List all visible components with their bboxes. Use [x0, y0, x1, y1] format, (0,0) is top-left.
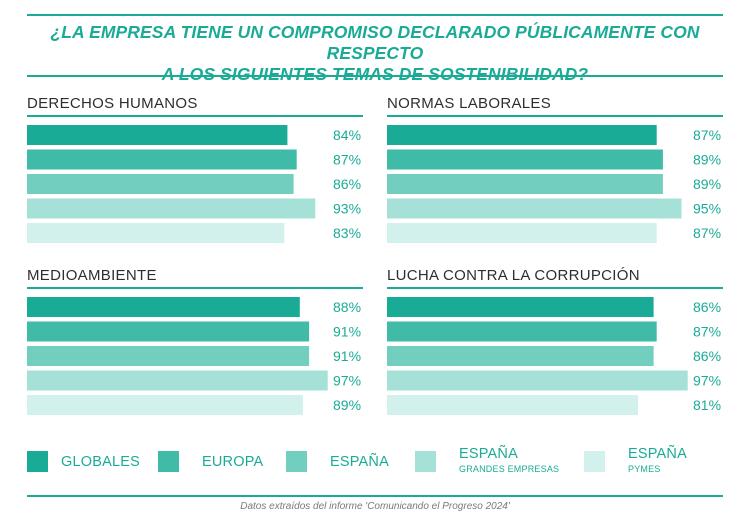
- bar-value-label-3: 86%: [693, 348, 721, 364]
- footer-rule: [27, 495, 723, 497]
- panel-rule: [387, 287, 723, 289]
- chart-title: ¿LA EMPRESA TIENE UN COMPROMISO DECLARAD…: [27, 22, 723, 85]
- panel-title: NORMAS LABORALES: [387, 95, 552, 112]
- legend-label-europa: EUROPA: [202, 454, 264, 470]
- bar-value-label-3: 89%: [693, 176, 721, 192]
- panel-medioambiente: MEDIOAMBIENTE 88% 91% 91% 97% 89%: [27, 267, 367, 427]
- bar-value-label-1: 84%: [333, 127, 361, 143]
- bar-3: [27, 174, 294, 194]
- title-bottom-rule: [27, 75, 723, 77]
- bar-value-label-5: 83%: [333, 225, 361, 241]
- bar-value-label-4: 97%: [693, 373, 721, 389]
- panel-normas-laborales: NORMAS LABORALES 87% 89% 89% 95% 87%: [387, 95, 727, 255]
- panel-rule: [27, 287, 363, 289]
- bar-value-label-5: 89%: [333, 397, 361, 413]
- top-rule: [27, 14, 723, 16]
- bar-value-label-4: 97%: [333, 373, 361, 389]
- panel-rule: [387, 115, 723, 117]
- panel-derechos-humanos: DERECHOS HUMANOS 84% 87% 86% 93% 83%: [27, 95, 367, 255]
- bar-value-label-5: 81%: [693, 397, 721, 413]
- footer-source-note: Datos extraídos del informe 'Comunicando…: [240, 501, 510, 512]
- legend-sublabel-grandes-empresas: GRANDES EMPRESAS: [459, 464, 560, 474]
- legend-swatch-espana-grandes-empresas: [415, 451, 436, 472]
- legend-sublabel-pymes: PYMES: [628, 464, 661, 474]
- bar-value-label-4: 93%: [333, 201, 361, 217]
- bar-2: [387, 321, 657, 342]
- bar-1: [387, 297, 654, 317]
- legend-swatch-espana-pymes: [584, 451, 605, 472]
- bar-1: [387, 125, 657, 145]
- bar-chart-derechos-humanos: 84% 87% 86% 93% 83%: [27, 125, 361, 243]
- bar-4: [387, 198, 682, 219]
- bar-value-label-1: 86%: [693, 299, 721, 315]
- bar-5: [387, 223, 657, 243]
- bar-2: [27, 149, 297, 170]
- bar-value-label-2: 87%: [333, 152, 361, 168]
- legend-swatch-europa: [158, 451, 179, 472]
- panel-title: DERECHOS HUMANOS: [27, 95, 198, 112]
- bar-3: [387, 174, 663, 194]
- bar-value-label-5: 87%: [693, 225, 721, 241]
- panel-title: LUCHA CONTRA LA CORRUPCIÓN: [387, 267, 640, 284]
- bar-value-label-3: 91%: [333, 348, 361, 364]
- bar-value-label-1: 87%: [693, 127, 721, 143]
- bar-chart-lucha-contra-la-corrupcion: 86% 87% 86% 97% 81%: [387, 297, 721, 415]
- legend-swatch-espana: [286, 451, 307, 472]
- bar-3: [27, 346, 310, 366]
- bar-chart-normas-laborales: 87% 89% 89% 95% 87%: [387, 125, 721, 243]
- bar-4: [27, 198, 316, 219]
- bar-value-label-2: 89%: [693, 152, 721, 168]
- bar-value-label-1: 88%: [333, 299, 361, 315]
- bar-5: [27, 223, 285, 243]
- bar-value-label-2: 87%: [693, 324, 721, 340]
- bar-1: [27, 297, 300, 317]
- legend-label-espana-pymes: ESPAÑA: [628, 446, 687, 462]
- bar-value-label-4: 95%: [693, 201, 721, 217]
- panel-lucha-contra-la-corrupcion: LUCHA CONTRA LA CORRUPCIÓN 86% 87% 86% 97% 8…: [387, 267, 727, 427]
- legend-label-espana-grandes: ESPAÑA: [459, 446, 518, 462]
- bar-value-label-3: 86%: [333, 176, 361, 192]
- panel-rule: [27, 115, 363, 117]
- chart-title-line-1: ¿LA EMPRESA TIENE UN COMPROMISO DECLARAD…: [50, 22, 700, 63]
- legend-label-globales: GLOBALES: [61, 454, 140, 470]
- bar-4: [387, 370, 688, 391]
- bar-2: [387, 149, 663, 170]
- legend-swatch-globales: [27, 451, 48, 472]
- bar-2: [27, 321, 310, 342]
- bar-5: [27, 395, 303, 415]
- bar-4: [27, 370, 328, 391]
- bar-3: [387, 346, 654, 366]
- bar-value-label-2: 91%: [333, 324, 361, 340]
- bar-5: [387, 395, 639, 415]
- legend-label-espana: ESPAÑA: [330, 454, 389, 470]
- bar-1: [27, 125, 288, 145]
- panel-title: MEDIOAMBIENTE: [27, 267, 157, 284]
- chart-title-line-2: A LOS SIGUIENTES TEMAS DE SOSTENIBILIDAD…: [161, 64, 589, 84]
- bar-chart-medioambiente: 88% 91% 91% 97% 89%: [27, 297, 361, 415]
